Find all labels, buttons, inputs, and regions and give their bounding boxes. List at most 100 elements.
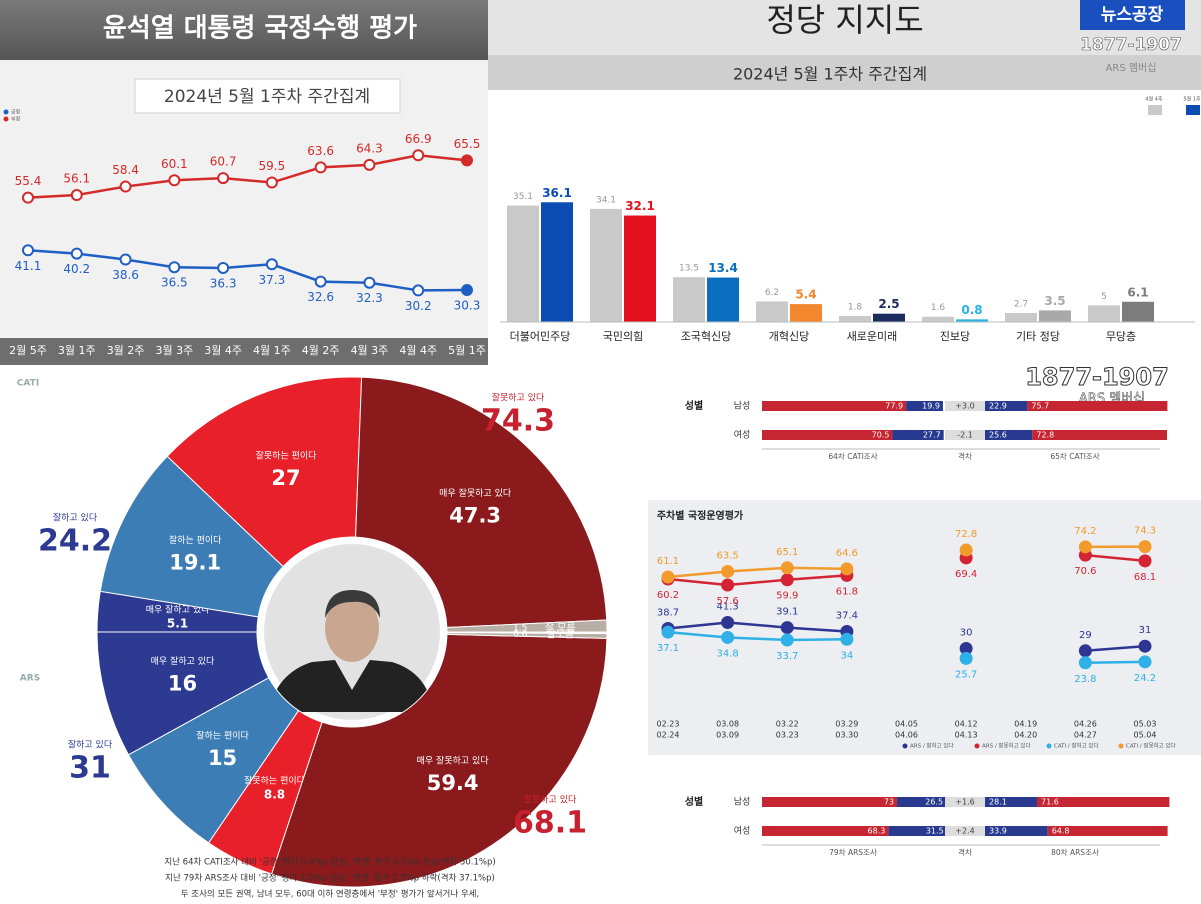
segment-value: 77.9 xyxy=(885,402,903,411)
bar-segment xyxy=(985,797,1037,807)
data-label: 41.3 xyxy=(716,602,738,613)
data-label: 69.4 xyxy=(955,569,977,580)
data-label: 32.3 xyxy=(356,291,383,305)
x-tick-label: 04.06 xyxy=(895,731,918,740)
bar-segment xyxy=(897,797,947,807)
x-tick-label: 4월 1주 xyxy=(253,344,291,357)
donut-segment xyxy=(355,376,608,629)
data-label: 64.3 xyxy=(356,141,383,155)
data-point xyxy=(1138,540,1152,554)
data-point xyxy=(661,570,675,584)
segment-value: 1.5 xyxy=(513,624,527,634)
data-label: 57.6 xyxy=(716,596,738,607)
chart-title: 정당 지지도 xyxy=(766,1,923,39)
chart-title: 주차별 국정운영평가 xyxy=(657,509,744,522)
x-tick-label: 03.30 xyxy=(835,731,858,740)
total-label: 잘못하고 있다 xyxy=(492,392,545,404)
x-tick-label: 2월 5주 xyxy=(9,344,47,357)
data-point xyxy=(168,174,181,187)
half-label: ARS xyxy=(20,674,40,684)
bar xyxy=(956,319,988,322)
data-point xyxy=(217,261,230,274)
photo-suit xyxy=(270,660,432,712)
series-line xyxy=(1085,644,1146,653)
data-label: 2.5 xyxy=(878,297,899,311)
segment-value: 71.6 xyxy=(1041,798,1059,807)
bar xyxy=(590,208,622,322)
x-tick-label: 더불어민주당 xyxy=(510,330,571,343)
footnote: 두 조사의 모든 권역, 남녀 모두, 60대 이하 연령층에서 '부정' 평가… xyxy=(181,889,479,900)
segment-value: 28.1 xyxy=(989,798,1007,807)
data-label: 36.5 xyxy=(161,276,188,290)
legend-swatch xyxy=(3,116,9,122)
bar-segment xyxy=(762,797,898,807)
chart-title: 윤석열 대통령 국정수행 평가 xyxy=(103,14,417,44)
legend-label: CATI / 잘못하고 있다 xyxy=(1126,742,1176,750)
bar-segment xyxy=(985,826,1048,836)
x-tick-label: 4월 3주 xyxy=(351,344,389,357)
title-band xyxy=(0,0,488,60)
x-tick-label: 3월 1주 xyxy=(58,344,96,357)
data-point xyxy=(265,176,278,189)
data-point xyxy=(22,244,34,257)
data-point xyxy=(721,630,735,644)
data-label: 39.1 xyxy=(776,607,798,618)
data-label: 34.1 xyxy=(596,195,616,205)
bar-segment xyxy=(1047,826,1168,836)
gap-box xyxy=(945,826,985,836)
data-point xyxy=(840,562,854,576)
segment-value: 64.8 xyxy=(1052,827,1070,836)
phone: 1877-1907 xyxy=(1025,363,1169,391)
data-label: 40.2 xyxy=(63,262,90,276)
total-label: 잘하고 있다 xyxy=(68,739,113,751)
x-tick-label: 3월 2주 xyxy=(107,344,145,357)
total-value: 68.1 xyxy=(513,806,587,841)
data-point xyxy=(1078,656,1092,670)
data-point xyxy=(412,149,425,162)
segment-label: 잘하는 편이다 xyxy=(196,729,249,741)
x-tick-label: 국민의힘 xyxy=(603,330,643,343)
caption: 격차 xyxy=(958,451,972,461)
total-label: 잘못하고 있다 xyxy=(524,794,577,806)
gap-box xyxy=(945,430,985,440)
x-tick-label: 04.19 xyxy=(1014,720,1037,729)
x-tick-label: 05.04 xyxy=(1134,731,1157,740)
legend-label: 긍정 xyxy=(11,109,20,116)
x-tick-label: 3월 4주 xyxy=(204,344,242,357)
data-point xyxy=(780,633,794,647)
data-label: 35.1 xyxy=(513,192,533,202)
data-label: 74.2 xyxy=(1074,526,1096,537)
segment-label: 매우 잘하고 있다 xyxy=(151,655,215,667)
bar-segment xyxy=(762,401,907,411)
data-label: 1.6 xyxy=(931,303,946,313)
legend-label: 4월 4주 xyxy=(1145,96,1163,103)
chart-subtitle: 2024년 5월 1주차 주간집계 xyxy=(733,65,927,84)
x-tick-label: 05.03 xyxy=(1134,720,1157,729)
brand: 뉴스공장 xyxy=(1101,5,1164,25)
x-tick-label: 진보당 xyxy=(940,330,970,343)
data-label: 68.1 xyxy=(1134,572,1156,583)
series-line xyxy=(27,249,468,292)
segment-value: 68.3 xyxy=(868,827,886,836)
series-line xyxy=(667,574,847,587)
data-point xyxy=(265,258,278,271)
bar-segment xyxy=(1032,430,1168,440)
segment-value: 26.5 xyxy=(925,798,943,807)
data-label: 13.4 xyxy=(708,261,738,275)
row-label: 여성 xyxy=(734,825,751,837)
segment-value: 72.8 xyxy=(1036,431,1054,440)
bar xyxy=(541,202,573,322)
data-point xyxy=(721,616,735,630)
bar-segment xyxy=(888,826,947,836)
x-tick-label: 개혁신당 xyxy=(769,330,809,343)
data-point xyxy=(363,158,376,171)
data-label: 66.9 xyxy=(405,132,432,146)
total-value: 31 xyxy=(69,751,111,786)
bar xyxy=(790,304,822,322)
donut-segment xyxy=(446,619,608,633)
series-line xyxy=(1085,660,1146,665)
data-point xyxy=(168,261,181,274)
legend-swatch xyxy=(1186,105,1200,115)
series-line xyxy=(27,153,468,199)
legend-label: CATI / 잘하고 있다 xyxy=(1054,742,1099,750)
